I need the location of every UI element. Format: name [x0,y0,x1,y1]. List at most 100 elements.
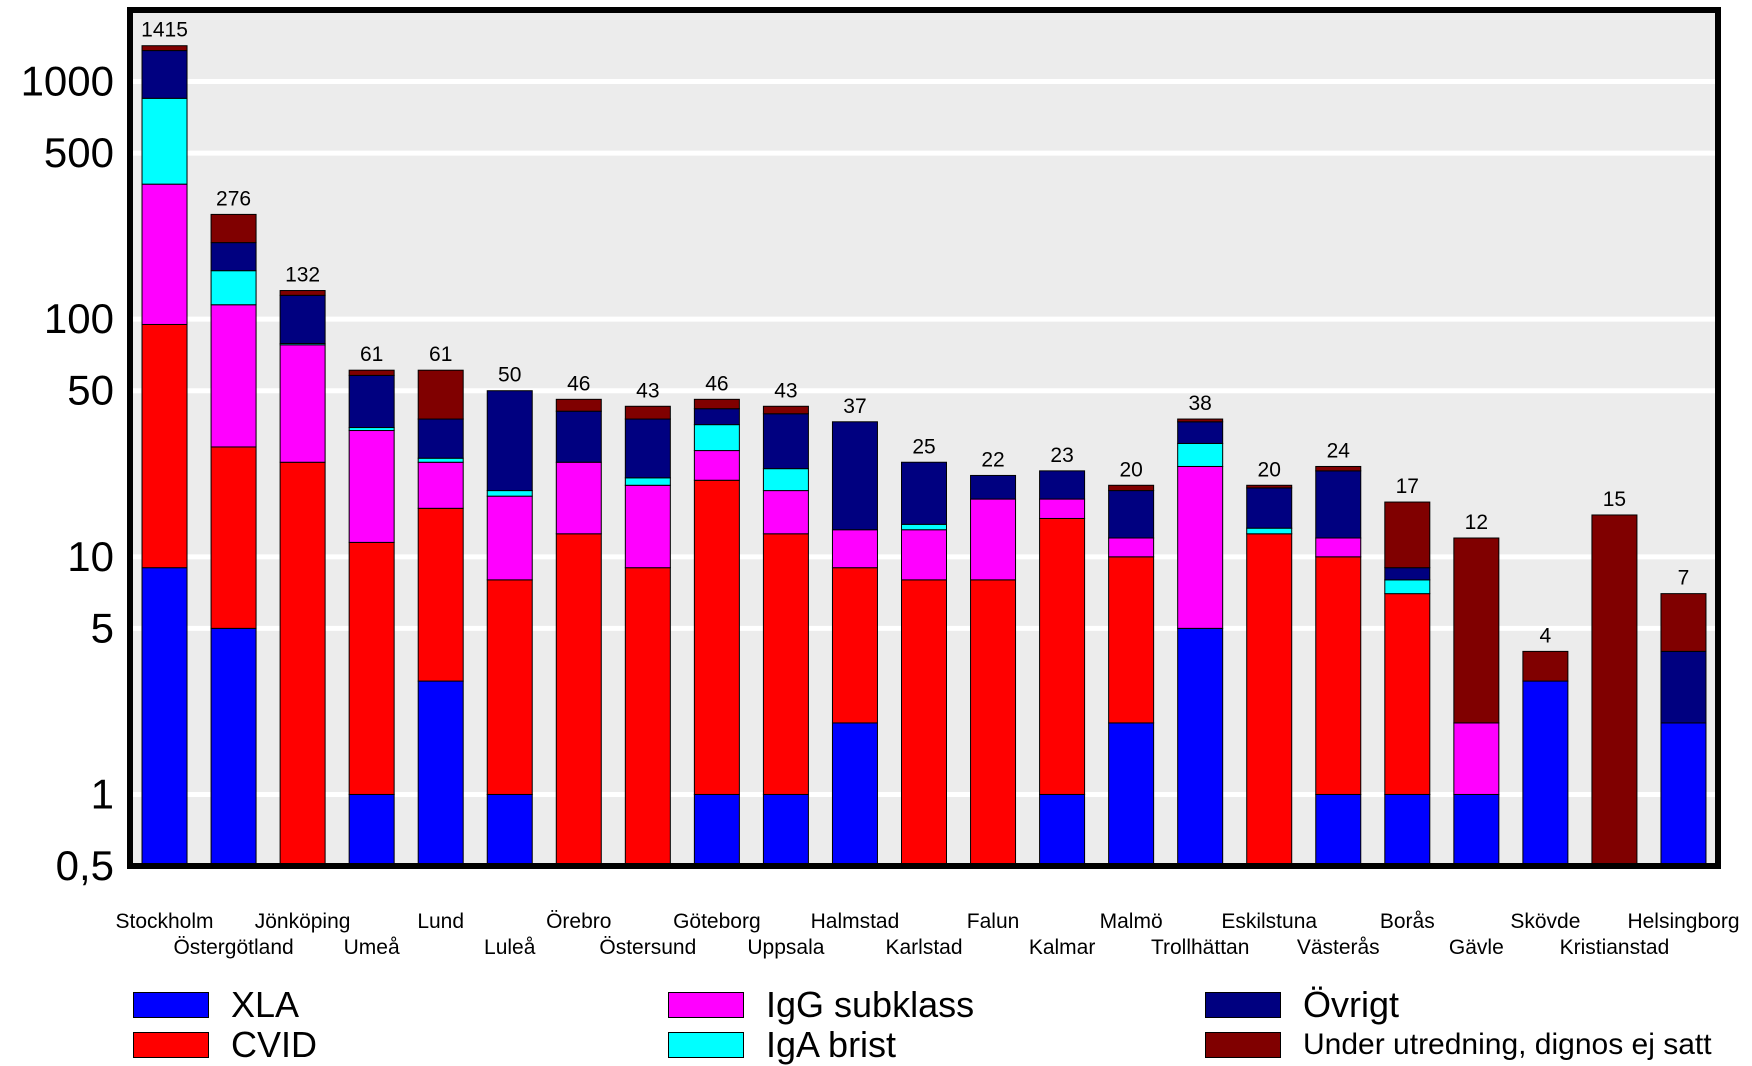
category-label: Örebro [546,910,611,933]
category-label: Gävle [1449,936,1504,959]
bar-segment-xla [831,722,878,867]
bar-segment-cvid [1315,556,1362,795]
category-label: Uppsala [747,936,824,959]
bar-segment-cvid [210,446,257,629]
bar-total-label: 22 [981,448,1004,471]
bar-segment-xla [417,680,464,867]
bar-segment-xla [1108,722,1155,867]
legend-swatch-under-utredning [1205,1032,1281,1058]
bar-segment-xla [1177,627,1224,867]
legend-swatch-xla [133,992,209,1018]
bar-segment-igg-subklass [141,183,188,325]
category-label: Eskilstuna [1221,910,1317,933]
legend-label-iga-brist: IgA brist [766,1024,897,1065]
category-label: Stockholm [115,910,213,933]
bar-segment-under-utredning-dignos-ej-satt [417,369,464,420]
category-label: Östergötland [173,936,293,959]
bar-segment-cvid [831,567,878,724]
bar-total-label: 12 [1465,511,1488,534]
legend-swatch-igg-subklass [668,992,744,1018]
bar-segment-igg-subklass [1039,498,1086,519]
legend-item-iga-brist: IgA brist [668,1024,897,1065]
bar-segment--vrigt [970,474,1017,500]
bar-segment-iga-brist [1384,579,1431,595]
category-label: Lund [417,910,464,933]
category-label: Luleå [484,936,536,959]
bar-segment-iga-brist [210,270,257,306]
bar-segment-igg-subklass [555,461,602,535]
bar-segment-cvid [1108,556,1155,724]
bar-segment-cvid [624,567,671,867]
bar-segment-iga-brist [141,97,188,185]
bar-total-label: 37 [843,395,866,418]
bar-segment-cvid [762,533,809,795]
bar-segment-cvid [1039,517,1086,795]
bar-segment-under-utredning-dignos-ej-satt [693,398,740,410]
bar-segment-igg-subklass [279,344,326,463]
bar-segment--vrigt [1246,487,1293,529]
bar-total-label: 20 [1119,458,1142,481]
category-label: Göteborg [673,910,761,933]
bar-segment-igg-subklass [1177,465,1224,629]
bar-total-label: 61 [360,343,383,366]
bar-segment--vrigt [141,50,188,99]
legend-item-cvid: CVID [133,1024,318,1065]
bar-total-label: 1415 [141,19,188,42]
legend-swatch-ovrigt [1205,992,1281,1018]
bar-segment--vrigt [417,418,464,459]
bar-segment-igg-subklass [1453,722,1500,795]
bar-total-label: 132 [285,264,320,287]
stacked-bar-chart: 1415Stockholm276Östergötland132Jönköping… [21,7,1740,959]
bar-segment-under-utredning-dignos-ej-satt [141,45,188,52]
bar-segment-cvid [279,461,326,867]
bar-segment--vrigt [210,242,257,272]
bar-total-label: 38 [1188,392,1211,415]
bar-segment-igg-subklass [970,498,1017,581]
bar-segment-cvid [555,533,602,867]
bar-total-label: 15 [1603,488,1626,511]
legend-label-under-utredning: Under utredning, dignos ej satt [1303,1028,1712,1061]
bar-segment-cvid [348,541,395,795]
bar-segment-xla [348,793,395,867]
bar-segment--vrigt [486,390,533,492]
bar-segment-iga-brist [762,468,809,492]
y-tick-label: 1000 [21,58,114,105]
category-label: Kristianstad [1560,936,1670,959]
bar-segment-igg-subklass [831,529,878,569]
bar-segment-xla [1039,793,1086,867]
bar-segment--vrigt [1384,567,1431,581]
category-label: Jönköping [255,910,351,933]
bar-total-label: 46 [567,372,590,395]
bar-segment-iga-brist [417,457,464,463]
bar-segment--vrigt [348,374,395,429]
bar-segment-iga-brist [901,523,947,531]
bar-segment-igg-subklass [901,529,947,581]
bar-segment-cvid [693,479,740,795]
bar-segment-igg-subklass [210,304,257,448]
bar-segment-under-utredning-dignos-ej-satt [1660,593,1707,652]
bar-segment-iga-brist [624,477,671,486]
bar-total-label: 43 [774,379,797,402]
legend-label-cvid: CVID [231,1024,318,1065]
bar-total-label: 4 [1540,624,1552,647]
bar-segment-xla [1315,793,1362,867]
bar-segment-cvid [141,323,188,569]
bar-segment-cvid [901,579,947,867]
bar-segment-iga-brist [486,490,533,497]
bar-total-label: 7 [1678,567,1690,590]
bar-segment-cvid [486,579,533,795]
y-tick-label: 5 [91,604,114,651]
bar-segment-iga-brist [693,424,740,452]
bar-segment-under-utredning-dignos-ej-satt [1177,418,1224,423]
bar-total-label: 24 [1327,439,1351,462]
legend-item-under-utredning: Under utredning, dignos ej satt [1205,1026,1712,1064]
bar-segment-igg-subklass [486,495,533,581]
bar-total-label: 20 [1258,458,1281,481]
bar-total-label: 46 [705,372,728,395]
legend-swatch-cvid [133,1032,209,1058]
bar-segment-under-utredning-dignos-ej-satt [762,405,809,415]
category-label: Karlstad [885,936,962,959]
bar-segment-under-utredning-dignos-ej-satt [1384,501,1431,569]
category-label: Helsingborg [1627,910,1739,933]
bar-segment--vrigt [1315,470,1362,539]
